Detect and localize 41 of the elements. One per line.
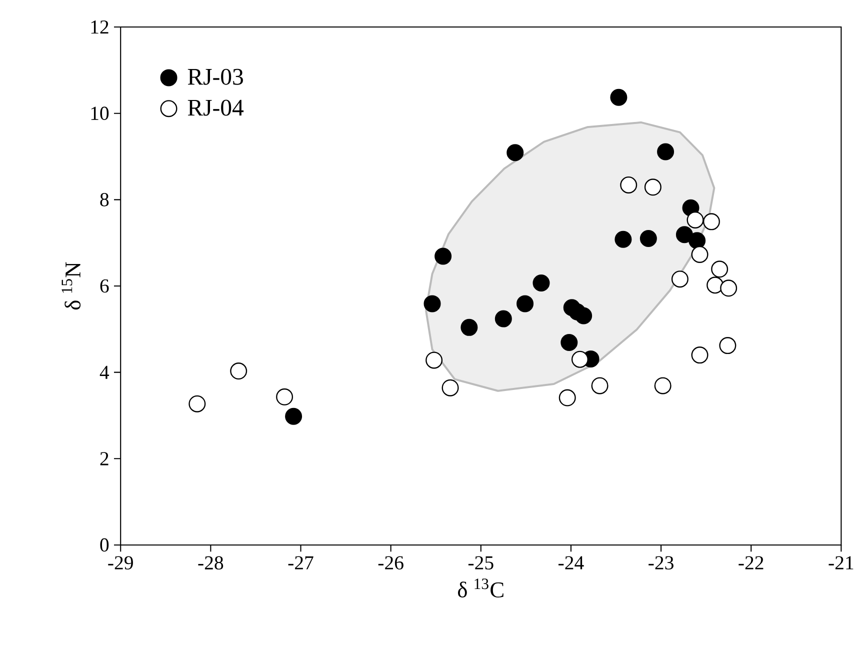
x-tick-label: -29 (108, 556, 133, 570)
y-tick-label: 2 (100, 452, 108, 465)
y-tick-label: 10 (91, 106, 109, 120)
y-tick-label: 6 (100, 279, 109, 292)
point (644, 178, 662, 196)
y-tick-label: 8 (100, 192, 109, 206)
point (424, 294, 441, 312)
x-axis-title: δ $^{13}$C (458, 578, 504, 598)
x-tick-label: -23 (648, 556, 674, 570)
point (686, 211, 704, 228)
point (610, 88, 628, 106)
point (688, 232, 706, 249)
x-tick-label: -22 (738, 556, 764, 570)
x-tick-label: -26 (378, 556, 404, 570)
x-tick-label: -27 (288, 556, 314, 570)
point (434, 247, 452, 264)
point (516, 294, 534, 312)
y-tick-label: 12 (91, 20, 108, 34)
point (506, 144, 524, 161)
y-tick-label: 4 (100, 366, 110, 379)
x-tick-label: -24 (558, 556, 584, 570)
point (676, 226, 693, 243)
y-axis-title: δ $^{15}$N (62, 262, 81, 310)
point (532, 274, 550, 292)
point (571, 350, 588, 368)
legend-label: RJ-04 (188, 100, 244, 116)
point (494, 310, 512, 328)
point (560, 334, 578, 351)
point (671, 270, 688, 288)
point (575, 307, 592, 324)
y-tick-label: 0 (100, 538, 109, 552)
x-tick-label: -25 (468, 556, 494, 570)
point (614, 230, 632, 248)
legend-label: RJ-03 (188, 68, 243, 85)
point (640, 230, 657, 247)
point (657, 143, 674, 160)
x-tick-label: -21 (828, 556, 854, 570)
point (460, 318, 478, 336)
point (620, 176, 638, 194)
point (285, 408, 302, 425)
x-tick-label: -28 (198, 556, 224, 570)
